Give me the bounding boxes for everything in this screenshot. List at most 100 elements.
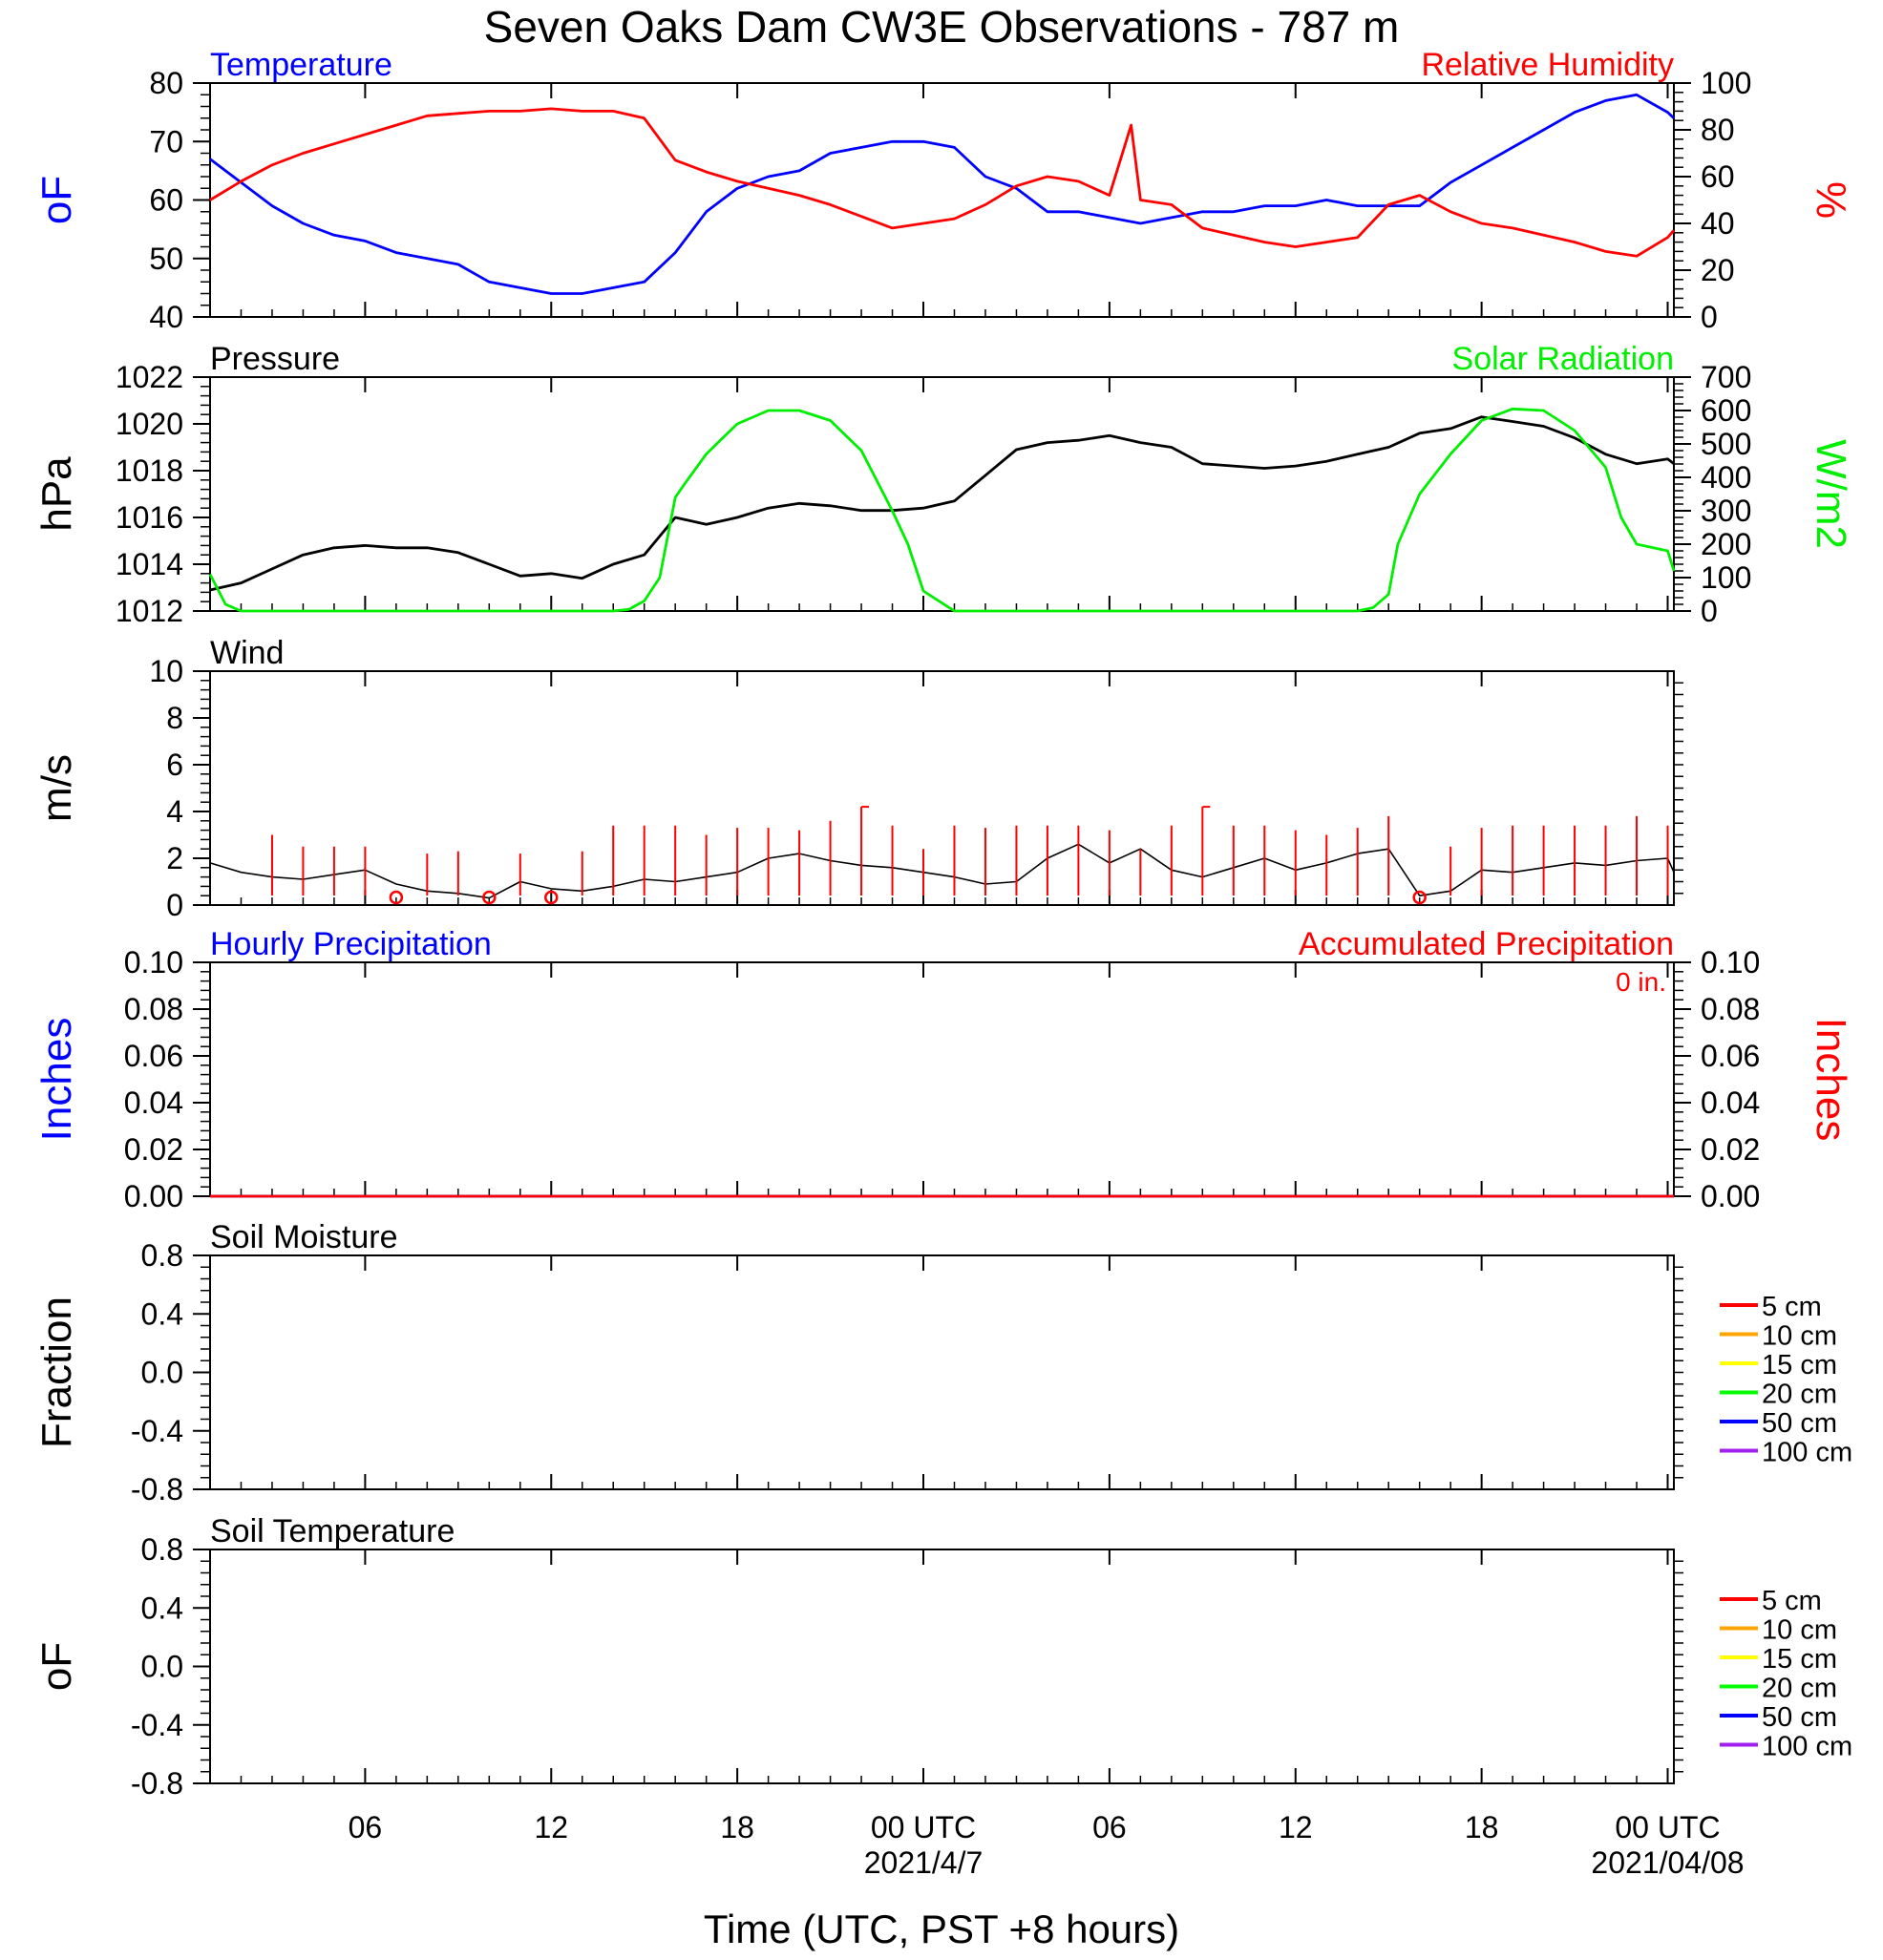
wind-barb-calm <box>389 890 404 905</box>
panel-precipitation: Hourly Precipitation Accumulated Precipit… <box>33 926 1854 1213</box>
wind-barb-calm <box>1412 890 1427 905</box>
x-tick-label: 06 <box>349 1810 383 1844</box>
y-tick-label: 0 <box>1701 594 1718 628</box>
y-axis-label-left: Fraction <box>33 1296 80 1448</box>
y-tick-label: 0.02 <box>124 1132 183 1167</box>
panel-wind: Wind 0 2 4 6 8 10 m/s <box>33 635 1683 922</box>
legend-label: 10 cm <box>1762 1321 1837 1352</box>
y-tick-label: 0.0 <box>141 1356 183 1390</box>
y-axis-label-left: hPa <box>33 456 80 532</box>
y-tick-label: 1022 <box>116 360 183 394</box>
y-tick-label: -0.4 <box>131 1708 183 1742</box>
y-axis-label-right: W/m2 <box>1808 439 1854 549</box>
panel-title-left: Hourly Precipitation <box>210 926 492 962</box>
y-tick-label: 20 <box>1701 253 1735 287</box>
y-tick-label: 0.08 <box>124 992 183 1026</box>
panel-title-left: Soil Temperature <box>210 1513 455 1549</box>
legend-label: 100 cm <box>1762 1438 1852 1468</box>
x-tick-label: 06 <box>1092 1810 1127 1844</box>
x-tick-label: 12 <box>1279 1810 1313 1844</box>
y-axis-label-left: oF <box>33 1642 80 1691</box>
legend-label: 20 cm <box>1762 1674 1837 1704</box>
y-tick-label: 0.10 <box>1701 945 1760 980</box>
y-tick-label: 60 <box>1701 159 1735 194</box>
legend-label: 5 cm <box>1762 1586 1822 1616</box>
series-solar-radiation <box>208 407 1676 613</box>
y-tick-label: 700 <box>1701 360 1751 394</box>
y-tick-label: 0.06 <box>1701 1039 1760 1073</box>
series-relative-humidity <box>209 107 1676 258</box>
legend-label: 15 cm <box>1762 1350 1837 1380</box>
x-tick-label: 00 UTC <box>871 1810 976 1844</box>
y-tick-label: 0.4 <box>141 1591 183 1625</box>
y-tick-label: 0.00 <box>1701 1179 1760 1213</box>
panel-title-left: Soil Moisture <box>210 1219 398 1255</box>
panel-frame <box>209 1549 1675 1784</box>
y-tick-label: -0.4 <box>131 1414 183 1448</box>
y-tick-label: 8 <box>166 701 183 735</box>
y-tick-label: 0 <box>166 888 183 922</box>
y-tick-label: 0.8 <box>141 1532 183 1567</box>
y-axis-label-right: % <box>1808 181 1854 219</box>
y-tick-label: 0.10 <box>124 945 183 980</box>
panel-title-left: Temperature <box>210 47 392 83</box>
panel-title-right: Accumulated Precipitation <box>1299 926 1674 962</box>
panel-title-left: Pressure <box>210 341 340 377</box>
y-tick-label: 200 <box>1701 527 1751 561</box>
series-wind-speed <box>209 843 1675 899</box>
panel-frame <box>209 82 1675 318</box>
y-tick-label: 1016 <box>116 500 183 535</box>
y-tick-label: 1020 <box>116 407 183 441</box>
panel-title-right: Relative Humidity <box>1421 47 1674 83</box>
y-tick-label: 600 <box>1701 393 1751 428</box>
y-tick-label: -0.8 <box>131 1472 183 1507</box>
panel-annotation: 0 in. <box>1616 967 1666 997</box>
y-tick-label: 0.06 <box>124 1039 183 1073</box>
x-tick-date: 2021/4/7 <box>864 1845 984 1880</box>
legend-label: 50 cm <box>1762 1408 1837 1439</box>
y-tick-label: 100 <box>1701 560 1751 595</box>
y-tick-label: 400 <box>1701 460 1751 495</box>
y-tick-label: 4 <box>166 794 183 829</box>
y-tick-label: 300 <box>1701 494 1751 528</box>
x-tick-label: 12 <box>534 1810 568 1844</box>
y-axis-label-left: Inches <box>33 1018 80 1142</box>
y-tick-label: 10 <box>149 654 183 688</box>
wind-barb-calm <box>544 890 559 905</box>
panel-pressure-solar: Pressure Solar Radiation 1012 1014 1016 1018 1… <box>33 341 1854 628</box>
y-tick-label: -0.8 <box>131 1766 183 1801</box>
y-tick-label: 1014 <box>116 547 183 581</box>
x-tick-date: 2021/04/08 <box>1591 1845 1744 1880</box>
legend-label: 20 cm <box>1762 1380 1837 1410</box>
x-tick-label: 00 UTC <box>1615 1810 1720 1844</box>
panel-frame <box>209 961 1675 1197</box>
y-tick-label: 6 <box>166 748 183 782</box>
legend-label: 100 cm <box>1762 1732 1852 1762</box>
y-tick-label: 80 <box>1701 113 1735 147</box>
y-tick-label: 0.04 <box>1701 1085 1760 1120</box>
y-tick-label: 0.02 <box>1701 1132 1760 1167</box>
y-tick-label: 500 <box>1701 427 1751 461</box>
y-tick-label: 60 <box>149 183 183 218</box>
y-tick-label: 1012 <box>116 594 183 628</box>
panel-title-left: Wind <box>210 635 284 671</box>
y-axis-label-left: oF <box>33 176 80 224</box>
y-tick-label: 80 <box>149 66 183 100</box>
y-tick-label: 40 <box>149 300 183 334</box>
y-tick-label: 0.0 <box>141 1650 183 1684</box>
y-tick-label: 0.4 <box>141 1296 183 1331</box>
y-axis-label-right: Inches <box>1808 1018 1854 1142</box>
panel-frame <box>209 670 1675 906</box>
y-tick-label: 2 <box>166 841 183 875</box>
legend-label: 10 cm <box>1762 1615 1837 1646</box>
y-tick-label: 100 <box>1701 66 1751 100</box>
chart-title: Seven Oaks Dam CW3E Observations - 787 m <box>484 2 1400 52</box>
y-tick-label: 0.8 <box>141 1238 183 1273</box>
panel-soil-moisture: Soil Moisture -0.8 -0.4 0.0 0.4 0.8 Fraction 5 … <box>33 1219 1852 1507</box>
legend-label: 15 cm <box>1762 1644 1837 1675</box>
panels: Temperature Relative Humidity405060708002… <box>33 47 1854 1801</box>
panel-frame <box>209 376 1675 612</box>
